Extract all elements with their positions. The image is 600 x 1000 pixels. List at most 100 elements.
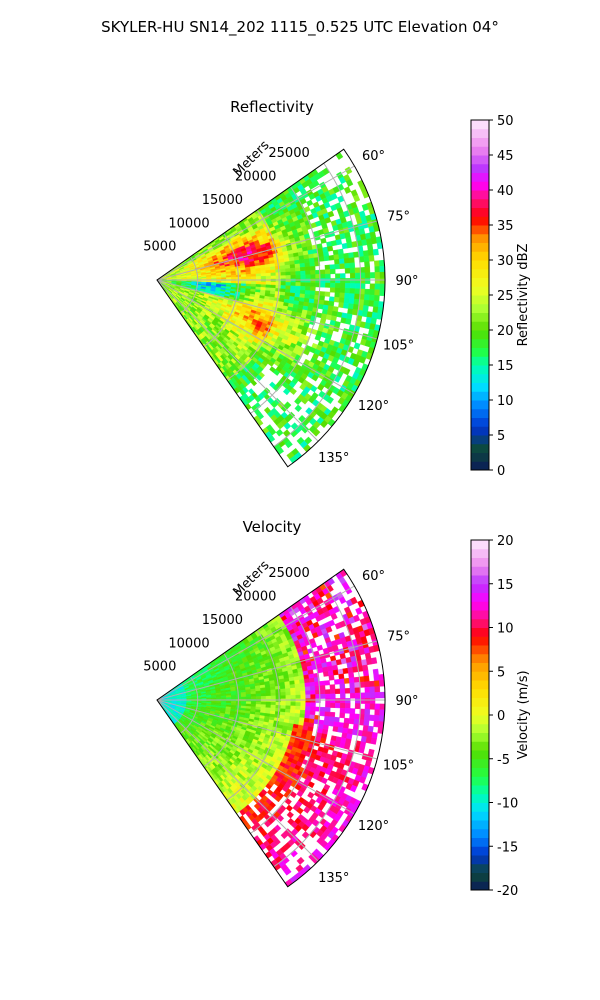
radar-cell: [294, 263, 301, 269]
radar-cell: [240, 274, 247, 278]
radar-cell: [343, 722, 350, 729]
radar-cell: [363, 255, 370, 263]
radar-cell: [309, 681, 316, 687]
radar-cell: [305, 706, 311, 711]
radar-cell: [355, 278, 361, 284]
radar-cell: [354, 713, 360, 720]
colorbar-label: Reflectivity dBZ: [516, 244, 531, 347]
radar-cell: [353, 718, 360, 725]
radar-cell: [280, 701, 287, 706]
radar-cell: [275, 272, 282, 277]
radar-cell: [304, 262, 311, 268]
radar-cell: [345, 179, 354, 187]
colorbar-tick-label: 30: [497, 254, 514, 269]
radar-cell: [364, 697, 371, 704]
colorbar-segment: [471, 225, 489, 235]
radar-cell: [369, 692, 376, 699]
radar-cell: [285, 688, 291, 693]
radar-cell: [211, 697, 217, 700]
radar-cell: [354, 272, 361, 279]
radar-cell: [330, 278, 336, 284]
radar-cell: [290, 705, 296, 710]
radar-cell: [349, 288, 356, 295]
radar-cell: [301, 425, 310, 434]
radar-cell: [373, 674, 380, 682]
radar-cell: [280, 281, 287, 286]
radar-cell: [275, 268, 281, 273]
radar-cell: [310, 690, 316, 695]
radar-cell: [328, 254, 335, 261]
colorbar-tick-label: 35: [497, 219, 514, 234]
radar-cell: [260, 270, 267, 274]
radar-cell: [280, 831, 289, 840]
radar-cell: [295, 694, 301, 699]
radar-cell: [324, 264, 331, 270]
radar-cell: [299, 682, 306, 688]
radar-cell: [343, 252, 350, 259]
radar-cell: [372, 668, 379, 676]
radar-cell: [339, 712, 346, 719]
radar-cell: [348, 298, 355, 305]
radar-cell: [285, 698, 292, 703]
radar-cell: [344, 703, 351, 709]
radar-cell: [369, 703, 376, 710]
colorbar-segment: [471, 207, 489, 217]
radar-cell: [354, 293, 360, 300]
colorbar-segment: [471, 443, 489, 453]
radar-cell: [285, 285, 291, 290]
radar-cell: [216, 697, 222, 700]
colorbar-segment: [471, 163, 489, 173]
radar-cell: [310, 282, 316, 288]
radar-cell: [311, 374, 319, 382]
radar-cell: [364, 288, 371, 296]
radar-cell: [349, 692, 356, 699]
radar-cell: [334, 679, 340, 685]
radar-cell: [339, 292, 346, 299]
radar-cell: [325, 693, 331, 699]
radar-cell: [364, 261, 370, 268]
radar-cell: [226, 697, 232, 700]
radar-cell: [340, 702, 346, 709]
radar-cell: [316, 644, 324, 651]
radar-cell: [305, 698, 311, 703]
radar-cell: [245, 276, 252, 280]
azimuth-tick-label: 90°: [395, 274, 418, 289]
radar-cell: [333, 716, 340, 723]
radar-cell: [250, 701, 257, 705]
radar-cell: [379, 283, 385, 291]
colorbar-segment: [471, 356, 489, 366]
radar-cell: [307, 791, 315, 799]
radar-cell: [300, 274, 306, 279]
colorbar-segment: [471, 452, 489, 462]
radar-cell: [280, 705, 286, 710]
radar-cell: [279, 265, 286, 270]
radar-cell: [379, 265, 385, 273]
radar-cell: [332, 249, 339, 256]
radar-cell: [340, 273, 346, 279]
radar-cell: [260, 701, 267, 705]
radar-cell: [362, 664, 369, 672]
colorbar-segment: [471, 330, 489, 340]
radar-cell: [296, 856, 305, 865]
radar-cell: [324, 291, 331, 297]
colorbar-segment: [471, 233, 489, 243]
radar-cell: [338, 673, 345, 680]
radar-cell: [333, 296, 340, 303]
colorbar-segment: [471, 198, 489, 208]
radar-cell: [231, 697, 237, 700]
radar-cell: [275, 688, 281, 693]
radar-cell: [319, 711, 326, 717]
radar-cell: [370, 657, 378, 665]
radar-cell: [310, 702, 316, 708]
radar-cell: [332, 669, 339, 676]
radar-cell: [334, 688, 341, 694]
radar-cell: [379, 277, 385, 285]
azimuth-tick-label: 105°: [383, 339, 414, 354]
radar-cell: [290, 702, 296, 707]
radar-cell: [299, 266, 306, 272]
radar-cell: [320, 273, 326, 279]
radar-cell: [343, 717, 350, 724]
radar-cell: [379, 709, 385, 717]
radar-cell: [328, 716, 335, 722]
